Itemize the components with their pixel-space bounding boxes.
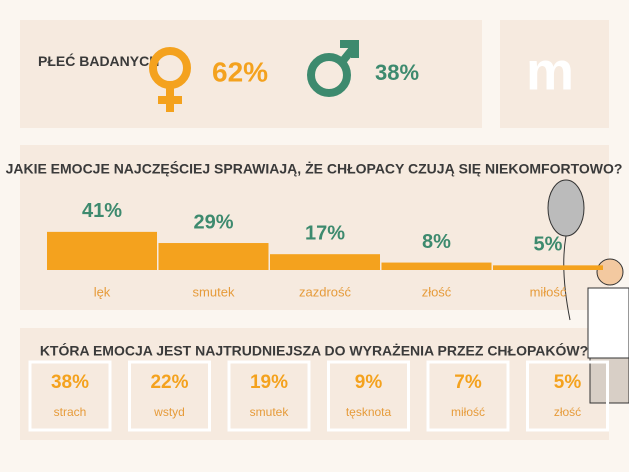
value-label: 8%: [422, 231, 451, 253]
chart-title: JAKIE EMOCJE NAJCZĘŚCIEJ SPRAWIAJĄ, ŻE C…: [6, 160, 623, 177]
item-label: smutek: [250, 405, 290, 419]
item-value: 9%: [355, 372, 383, 393]
item-value: 7%: [454, 372, 482, 393]
item-label: wstyd: [153, 405, 185, 419]
person: [587, 258, 629, 404]
male-value: 38%: [375, 60, 419, 85]
category-label: smutek: [193, 284, 235, 299]
logo-panel: [500, 20, 609, 128]
balloon: [547, 179, 585, 321]
bar: [47, 231, 157, 270]
item-label: miłość: [451, 405, 485, 419]
item-value: 22%: [150, 372, 188, 393]
gender-panel: [20, 20, 482, 128]
item-value: 38%: [51, 372, 89, 393]
emotions-panel: [20, 145, 609, 310]
item-box: [128, 360, 211, 432]
category-label: lęk: [94, 284, 111, 299]
category-label: złość: [422, 284, 452, 299]
female-value: 62%: [212, 56, 268, 87]
item-label: tęsknota: [346, 405, 392, 419]
bar: [493, 265, 603, 270]
item-value: 19%: [250, 372, 288, 393]
female-icon: [149, 47, 191, 112]
item-label: złość: [554, 405, 581, 419]
value-label: 41%: [82, 200, 122, 222]
bar: [158, 243, 269, 270]
item-box: [426, 360, 510, 432]
item-box: [28, 360, 112, 432]
gender-label-text: PŁEĆ BADANYCH: [38, 52, 159, 69]
item-box: [327, 360, 410, 432]
difficult-panel: [20, 328, 609, 440]
bar: [381, 262, 492, 270]
category-label: miłość: [530, 284, 567, 299]
value-label: 29%: [193, 211, 233, 233]
difficult-title: KTÓRA EMOCJA JEST NAJTRUDNIEJSZA DO WYRA…: [40, 342, 588, 359]
gender-label: PŁEĆ BADANYCH: [38, 52, 159, 69]
item-box: [227, 360, 311, 432]
category-label: zazdrość: [299, 284, 352, 299]
male-icon: [307, 40, 359, 97]
logo: m: [526, 41, 574, 101]
value-label: 5%: [534, 234, 563, 256]
item-box: [526, 360, 609, 432]
value-label: 17%: [305, 222, 345, 244]
item-label: strach: [54, 405, 87, 419]
item-value: 5%: [554, 372, 582, 393]
bar: [270, 254, 380, 270]
